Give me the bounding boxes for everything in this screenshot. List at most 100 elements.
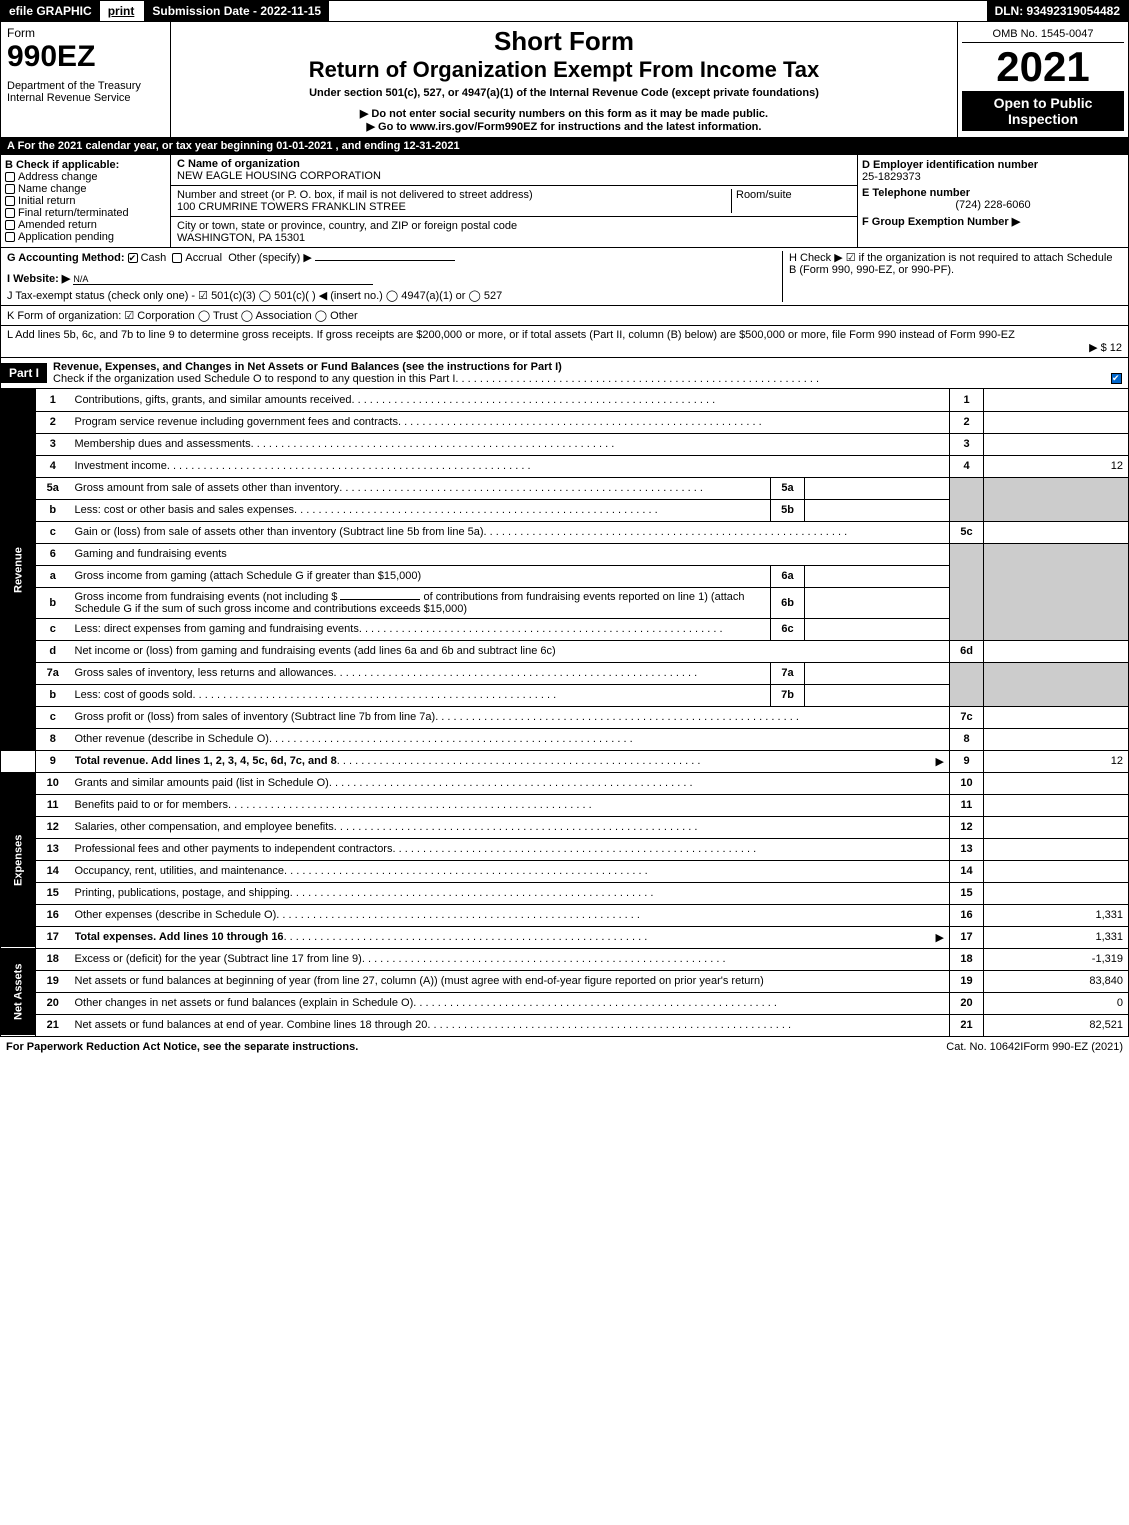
- subval-7a: [805, 662, 950, 684]
- page-footer: For Paperwork Reduction Act Notice, see …: [0, 1037, 1129, 1057]
- num-4: 4: [950, 455, 984, 477]
- desc-5b: Less: cost or other basis and sales expe…: [75, 504, 295, 516]
- desc-6a: Gross income from gaming (attach Schedul…: [70, 565, 771, 587]
- h-check: H Check ▶ ☑ if the organization is not r…: [782, 251, 1122, 302]
- val-2: [984, 411, 1129, 433]
- g-label: G Accounting Method:: [7, 252, 125, 264]
- org-street: 100 CRUMRINE TOWERS FRANKLIN STREE: [177, 201, 406, 213]
- val-7c: [984, 706, 1129, 728]
- desc-17: Total expenses. Add lines 10 through 16: [75, 931, 284, 944]
- num-7c: 7c: [950, 706, 984, 728]
- desc-12: Salaries, other compensation, and employ…: [75, 821, 334, 833]
- num-16: 16: [950, 904, 984, 926]
- ln-6d: d: [36, 640, 70, 662]
- desc-7a: Gross sales of inventory, less returns a…: [75, 667, 334, 679]
- chk-address-change[interactable]: [5, 172, 15, 182]
- arrow-9: ▶: [936, 755, 944, 768]
- under-section: Under section 501(c), 527, or 4947(a)(1)…: [177, 87, 951, 99]
- footer-pra: For Paperwork Reduction Act Notice, see …: [6, 1041, 946, 1053]
- ln-19: 19: [36, 970, 70, 992]
- val-3: [984, 433, 1129, 455]
- val-1: [984, 389, 1129, 411]
- c-name-label: C Name of organization: [177, 158, 300, 170]
- row-a-tax-year: A For the 2021 calendar year, or tax yea…: [0, 138, 1129, 155]
- desc-9: Total revenue. Add lines 1, 2, 3, 4, 5c,…: [75, 755, 337, 768]
- d-ein-label: D Employer identification number: [862, 159, 1124, 171]
- c-street-label: Number and street (or P. O. box, if mail…: [177, 189, 533, 201]
- sub-7b: 7b: [771, 684, 805, 706]
- num-3: 3: [950, 433, 984, 455]
- i-website-value: N/A: [73, 274, 373, 285]
- desc-14: Occupancy, rent, utilities, and maintena…: [75, 865, 285, 877]
- lbl-initial-return: Initial return: [18, 195, 75, 207]
- chk-initial-return[interactable]: [5, 196, 15, 206]
- num-6d: 6d: [950, 640, 984, 662]
- lbl-final-return: Final return/terminated: [18, 207, 129, 219]
- chk-amended-return[interactable]: [5, 220, 15, 230]
- dln: DLN: 93492319054482: [987, 1, 1128, 21]
- tax-year: 2021: [962, 43, 1124, 91]
- dept-treasury: Department of the Treasury: [7, 80, 164, 92]
- num-8: 8: [950, 728, 984, 750]
- desc-6b: Gross income from fundraising events (no…: [70, 587, 771, 618]
- chk-name-change[interactable]: [5, 184, 15, 194]
- e-phone-label: E Telephone number: [862, 187, 1124, 199]
- val-6d: [984, 640, 1129, 662]
- lbl-application-pending: Application pending: [18, 231, 114, 243]
- num-15: 15: [950, 882, 984, 904]
- val-19: 83,840: [984, 970, 1129, 992]
- info-grid: B Check if applicable: Address change Na…: [0, 155, 1129, 248]
- c-city-label: City or town, state or province, country…: [177, 220, 517, 232]
- desc-18: Excess or (deficit) for the year (Subtra…: [75, 953, 362, 965]
- desc-10: Grants and similar amounts paid (list in…: [75, 777, 329, 789]
- top-bar: efile GRAPHIC print Submission Date - 20…: [0, 0, 1129, 22]
- ln-5a: 5a: [36, 477, 70, 499]
- chk-accrual[interactable]: [172, 253, 182, 263]
- desc-7b: Less: cost of goods sold: [75, 689, 193, 701]
- subval-6a: [805, 565, 950, 587]
- desc-5a: Gross amount from sale of assets other t…: [75, 482, 340, 494]
- desc-19: Net assets or fund balances at beginning…: [75, 975, 764, 987]
- goto-link[interactable]: ▶ Go to www.irs.gov/Form990EZ for instru…: [177, 120, 951, 133]
- other-specify-input[interactable]: [315, 260, 455, 261]
- print-link[interactable]: print: [108, 4, 135, 18]
- lbl-name-change: Name change: [18, 183, 87, 195]
- val-4: 12: [984, 455, 1129, 477]
- row-j: J Tax-exempt status (check only one) - ☑…: [7, 289, 782, 302]
- sub-7a: 7a: [771, 662, 805, 684]
- ln-7c: c: [36, 706, 70, 728]
- desc-6c: Less: direct expenses from gaming and fu…: [75, 623, 359, 635]
- sub-6a: 6a: [771, 565, 805, 587]
- desc-1: Contributions, gifts, grants, and simila…: [75, 394, 352, 406]
- subval-5a: [805, 477, 950, 499]
- val-16: 1,331: [984, 904, 1129, 926]
- ln-3: 3: [36, 433, 70, 455]
- val-11: [984, 794, 1129, 816]
- desc-2: Program service revenue including govern…: [75, 416, 398, 428]
- irs: Internal Revenue Service: [7, 92, 164, 104]
- arrow-17: ▶: [936, 931, 944, 944]
- sub-5a: 5a: [771, 477, 805, 499]
- desc-8: Other revenue (describe in Schedule O): [75, 733, 269, 745]
- chk-final-return[interactable]: [5, 208, 15, 218]
- num-21: 21: [950, 1014, 984, 1036]
- chk-cash[interactable]: [128, 253, 138, 263]
- chk-application-pending[interactable]: [5, 232, 15, 242]
- section-def: D Employer identification number 25-1829…: [858, 155, 1128, 247]
- submission-date: Submission Date - 2022-11-15: [142, 1, 329, 21]
- sub-5b: 5b: [771, 499, 805, 521]
- row-l: L Add lines 5b, 6c, and 7b to line 9 to …: [0, 326, 1129, 358]
- part1-title: Revenue, Expenses, and Changes in Net As…: [53, 361, 562, 373]
- part1-checkbox[interactable]: [1111, 373, 1122, 384]
- val-8: [984, 728, 1129, 750]
- i-website-label: I Website: ▶: [7, 273, 70, 285]
- sidebar-revenue: Revenue: [1, 389, 36, 750]
- ln-5b: b: [36, 499, 70, 521]
- subval-6b: [805, 587, 950, 618]
- val-18: -1,319: [984, 948, 1129, 970]
- ln-4: 4: [36, 455, 70, 477]
- footer-cat: Cat. No. 10642I: [946, 1041, 1023, 1053]
- form-table: Revenue 1Contributions, gifts, grants, a…: [0, 389, 1129, 1037]
- num-12: 12: [950, 816, 984, 838]
- num-9: 9: [950, 750, 984, 772]
